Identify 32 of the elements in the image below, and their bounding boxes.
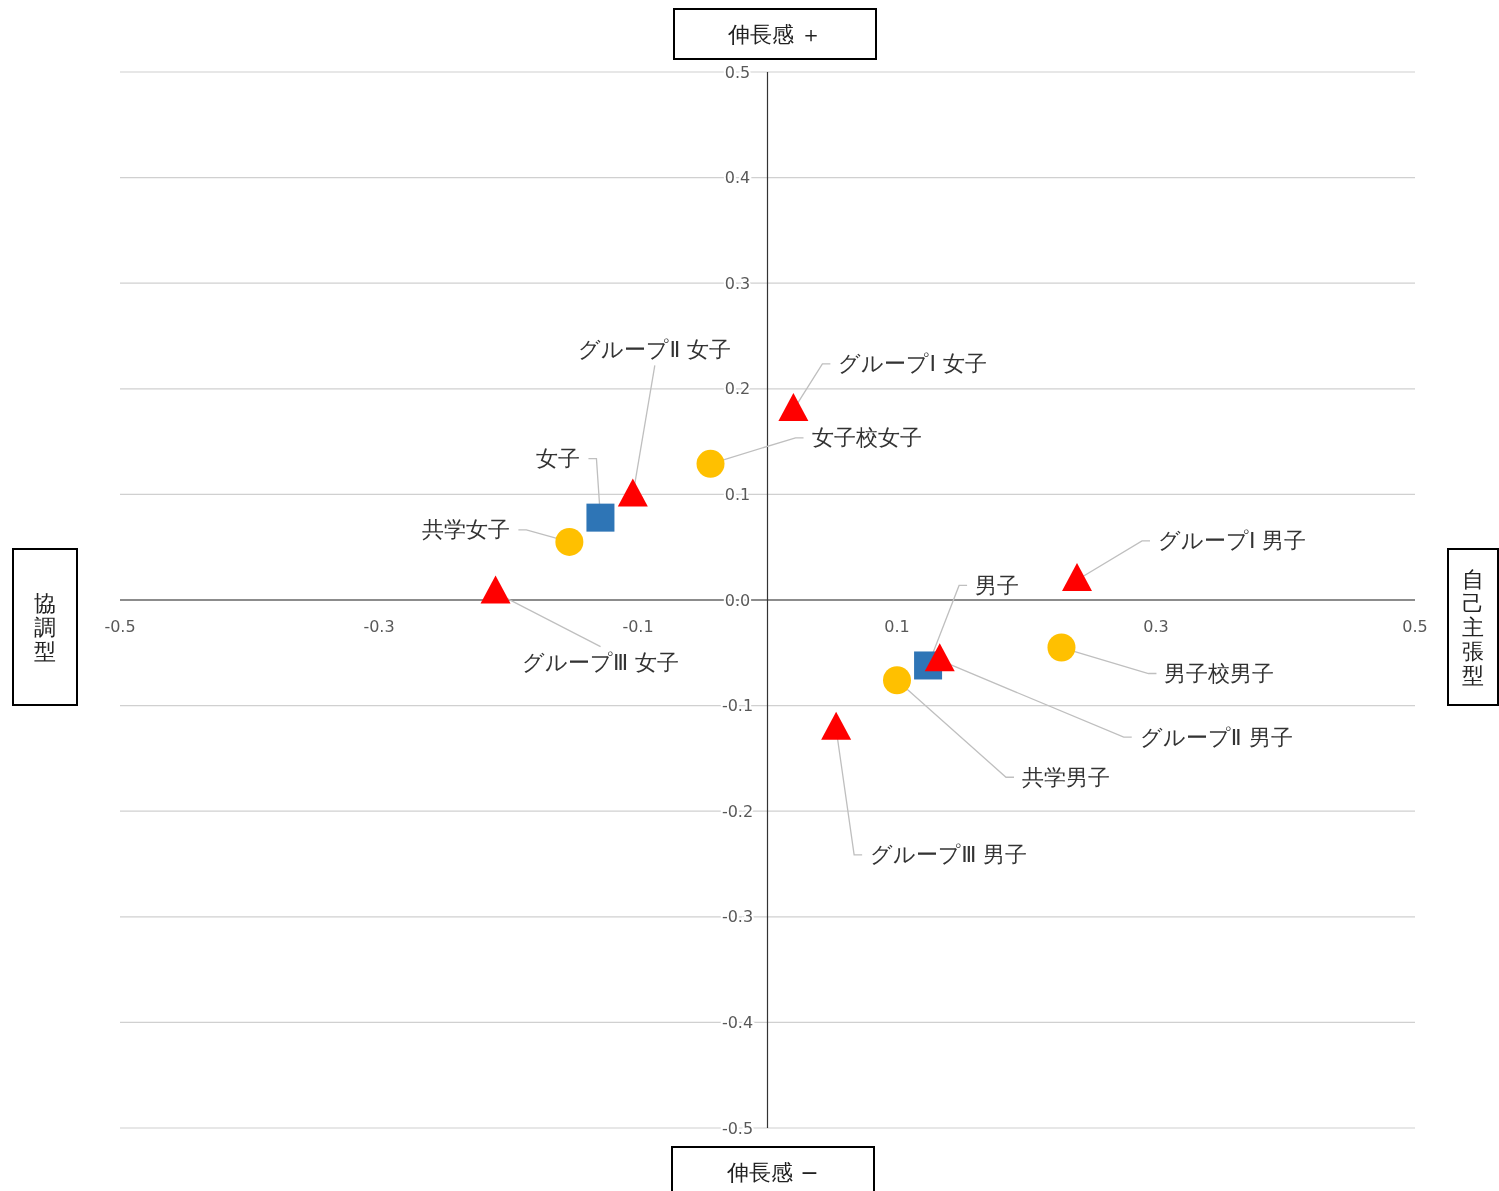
annotation: グループⅠ 女子 <box>838 351 987 377</box>
annotation: 女子 <box>536 446 581 472</box>
y-tick-label: 0.5 <box>724 62 751 82</box>
annotation: グループⅡ 女子 <box>578 336 732 362</box>
y-tick-label: -0.2 <box>721 801 754 821</box>
annotation: 男子 <box>975 572 1020 598</box>
y-tick-label: 0.1 <box>724 484 751 504</box>
x-tick-label: 0.3 <box>1143 616 1169 636</box>
annotation: グループⅢ 女子 <box>521 650 680 676</box>
annotation: 共学女子 <box>422 517 511 543</box>
text: 協調型 <box>34 591 56 664</box>
y-tick-label: -0.4 <box>721 1012 754 1032</box>
text: 自己主張型 <box>1462 567 1484 688</box>
x-tick-label: -0.3 <box>363 616 395 636</box>
x-tick-label: -0.5 <box>104 616 136 636</box>
y-tick-label: -0.5 <box>721 1118 754 1138</box>
y-tick-label: 0.4 <box>724 168 751 188</box>
text: 伸長感 − <box>726 1159 819 1185</box>
annotation: グループⅠ 男子 <box>1158 528 1307 554</box>
annotation: グループⅡ 男子 <box>1139 724 1293 750</box>
annotation: 女子校女子 <box>811 425 922 451</box>
y-tick-label: 0.3 <box>724 273 751 293</box>
annotation: 男子校男子 <box>1164 661 1275 687</box>
x-tick-label: 0.1 <box>884 616 910 636</box>
y-tick-label: 0.2 <box>724 379 751 399</box>
x-tick-label: -0.1 <box>622 616 654 636</box>
text: 伸長感 ＋ <box>726 21 823 47</box>
annotation: 共学男子 <box>1022 764 1110 790</box>
y-tick-label: -0.1 <box>721 696 754 716</box>
annotation: グループⅢ 男子 <box>870 842 1028 868</box>
y-tick-label: -0.3 <box>721 907 754 927</box>
x-tick-label: 0.5 <box>1402 616 1428 636</box>
